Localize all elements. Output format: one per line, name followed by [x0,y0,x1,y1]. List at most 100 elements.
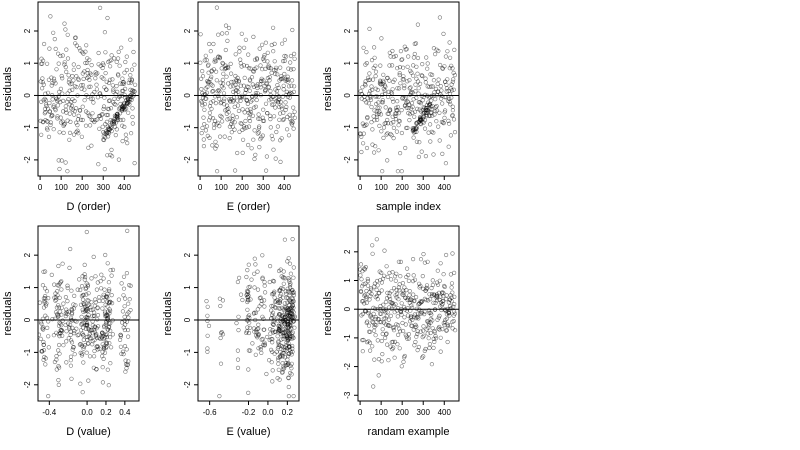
scatter-point [229,130,234,135]
scatter-point [55,313,60,318]
scatter-point [420,61,425,67]
y-axis-title: residuals [2,66,14,111]
scatter-point [95,317,100,322]
scatter-point [392,355,397,360]
scatter-point [216,87,221,93]
scatter-point [428,297,433,302]
scatter-point [124,97,129,103]
scatter-point [361,282,366,287]
scatter-point [379,129,384,134]
scatter-point [209,74,214,79]
scatter-point [254,56,259,61]
scatter-point [202,101,207,107]
scatter-point [49,272,54,278]
scatter-point [63,107,68,112]
scatter-point [438,335,443,340]
scatter-point [130,121,135,126]
scatter-point [232,120,237,125]
scatter-point [58,86,64,91]
scatter-point [246,367,251,372]
scatter-point [235,357,241,362]
scatter-point [78,302,84,307]
x-axis-title: randam example [368,426,450,438]
scatter-point [290,330,295,335]
scatter-point [397,64,403,70]
scatter-point [444,328,449,333]
scatter-point [215,89,220,94]
scatter-point [452,311,458,316]
scatter-point [52,359,58,365]
scatter-point [447,311,452,316]
scatter-point [272,295,277,300]
scatter-point [67,111,72,116]
scatter-point [246,142,251,148]
scatter-point [380,331,385,337]
scatter-point [418,81,423,86]
scatter-point [373,86,378,91]
scatter-point [362,94,367,99]
x-tick-label: 200 [236,183,250,192]
scatter-point [367,340,373,345]
scatter-point [40,316,46,322]
y-tick-label: 0 [23,317,32,322]
scatter-point [48,120,53,125]
plot-frame [357,1,460,177]
scatter-point [65,32,70,37]
scatter-point [71,331,77,336]
scatter-point [245,98,250,103]
scatter-point [210,83,215,88]
scatter-point [272,289,277,294]
scatter-point [268,113,273,118]
y-tick-label: -1 [183,348,192,356]
x-tick-label: 0 [38,183,43,192]
scatter-point [281,295,286,300]
scatter-point [432,292,437,297]
scatter-point [379,338,384,344]
scatter-point [390,339,396,345]
scatter-point [364,294,369,300]
scatter-point [213,58,219,64]
scatter-point [55,51,61,56]
scatter-point [448,102,453,107]
scatter-point [105,261,110,266]
scatter-point [414,125,419,130]
scatter-point [218,101,223,106]
scatter-point [383,322,388,327]
scatter-point [425,61,430,66]
scatter-point [445,323,451,329]
scatter-point [263,101,269,106]
scatter-point [119,45,124,50]
scatter-point [375,283,380,288]
scatter-point [393,113,398,119]
scatter-point [398,310,404,315]
scatter-point [386,111,391,116]
scatter-point [207,41,212,47]
scatter-point [230,119,235,124]
scatter-point [233,73,238,79]
scatter-point [287,299,292,304]
scatter-point [367,77,372,82]
scatter-point [431,300,436,305]
scatter-point [287,277,292,282]
scatter-point [361,131,366,136]
scatter-point [438,62,443,68]
scatter-point [285,314,290,319]
scatter-point [200,68,205,74]
scatter-point [401,74,406,79]
scatter-point [369,84,374,89]
scatter-point [435,268,440,273]
scatter-point [100,298,105,304]
scatter-point [399,57,404,63]
scatter-point [234,321,239,326]
scatter-point [416,91,421,96]
scatter-point [418,300,424,305]
scatter-point [272,41,277,47]
scatter-point [101,62,106,67]
scatter-point [104,335,109,340]
scatter-point [228,61,233,67]
scatter-point [200,125,205,131]
scatter-point [67,130,73,135]
scatter-point [391,125,397,130]
scatter-point [281,364,286,369]
scatter-point [407,293,412,298]
